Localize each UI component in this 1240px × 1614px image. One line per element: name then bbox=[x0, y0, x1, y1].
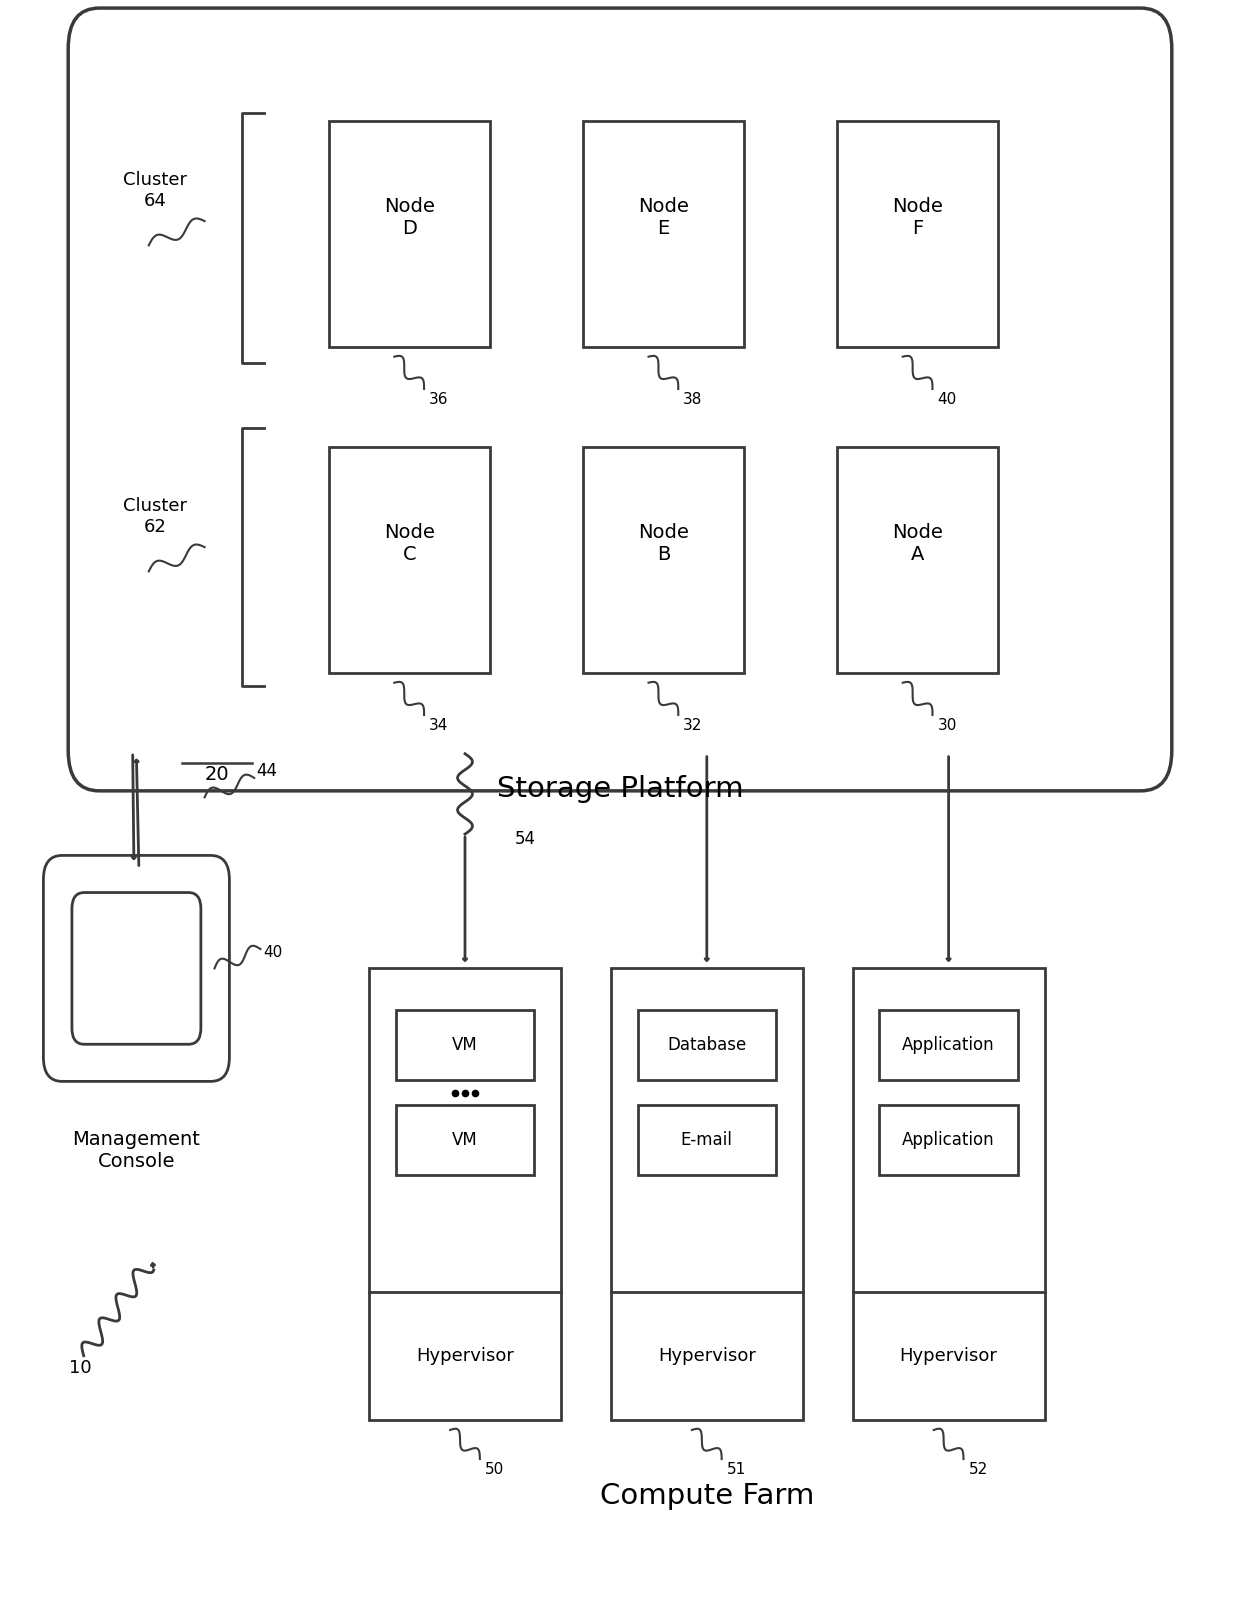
Bar bbox=[396, 1106, 534, 1175]
Text: VM: VM bbox=[453, 1131, 477, 1149]
Text: 36: 36 bbox=[429, 392, 449, 407]
Bar bbox=[610, 968, 804, 1420]
Bar bbox=[583, 121, 744, 347]
Text: 50: 50 bbox=[485, 1462, 505, 1477]
Text: Node
C: Node C bbox=[383, 523, 435, 565]
Text: 32: 32 bbox=[683, 718, 703, 733]
Bar bbox=[637, 1010, 776, 1080]
Text: Management
Console: Management Console bbox=[72, 1130, 201, 1170]
Text: Node
A: Node A bbox=[892, 523, 944, 565]
FancyBboxPatch shape bbox=[68, 8, 1172, 791]
Text: Hypervisor: Hypervisor bbox=[658, 1348, 755, 1365]
Text: Cluster
64: Cluster 64 bbox=[123, 171, 187, 210]
Text: 54: 54 bbox=[515, 830, 536, 849]
Text: VM: VM bbox=[453, 1036, 477, 1054]
Text: 38: 38 bbox=[683, 392, 703, 407]
Text: 40: 40 bbox=[263, 944, 283, 960]
Text: 34: 34 bbox=[429, 718, 449, 733]
Bar bbox=[370, 968, 560, 1420]
Text: 44: 44 bbox=[257, 762, 278, 781]
Text: Node
F: Node F bbox=[892, 197, 944, 239]
Text: 20: 20 bbox=[205, 765, 229, 784]
Bar bbox=[837, 447, 998, 673]
Bar bbox=[879, 1106, 1018, 1175]
Text: Application: Application bbox=[903, 1036, 994, 1054]
Text: 30: 30 bbox=[937, 718, 957, 733]
FancyBboxPatch shape bbox=[43, 855, 229, 1081]
Text: Compute Farm: Compute Farm bbox=[600, 1482, 813, 1509]
Text: 40: 40 bbox=[937, 392, 957, 407]
Text: 51: 51 bbox=[727, 1462, 746, 1477]
Bar bbox=[879, 1010, 1018, 1080]
Bar bbox=[583, 447, 744, 673]
Text: Database: Database bbox=[667, 1036, 746, 1054]
FancyBboxPatch shape bbox=[72, 893, 201, 1044]
Text: Node
B: Node B bbox=[637, 523, 689, 565]
Bar bbox=[329, 121, 490, 347]
Text: Storage Platform: Storage Platform bbox=[497, 775, 743, 802]
Bar bbox=[329, 447, 490, 673]
Text: Node
D: Node D bbox=[383, 197, 435, 239]
Text: Cluster
62: Cluster 62 bbox=[123, 497, 187, 536]
Text: Hypervisor: Hypervisor bbox=[900, 1348, 997, 1365]
Text: Hypervisor: Hypervisor bbox=[417, 1348, 513, 1365]
Text: Application: Application bbox=[903, 1131, 994, 1149]
Bar bbox=[396, 1010, 534, 1080]
Text: 52: 52 bbox=[968, 1462, 988, 1477]
Text: 10: 10 bbox=[69, 1359, 92, 1377]
Text: E-mail: E-mail bbox=[681, 1131, 733, 1149]
Bar bbox=[853, 968, 1044, 1420]
Bar bbox=[637, 1106, 776, 1175]
Text: Node
E: Node E bbox=[637, 197, 689, 239]
Bar bbox=[837, 121, 998, 347]
